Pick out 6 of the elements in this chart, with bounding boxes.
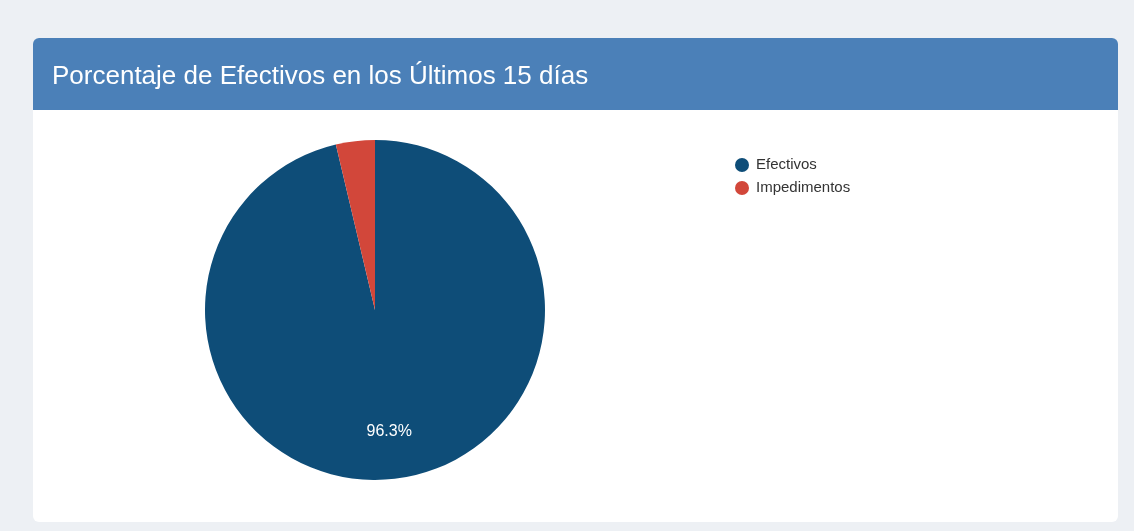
chart-title: Porcentaje de Efectivos en los Últimos 15 días [52,60,589,90]
legend-label: Efectivos [756,154,817,172]
pie-slice [205,140,545,480]
pie-slice [335,140,375,310]
legend-label: Impedimentos [756,177,851,195]
data-label: 96.3% [366,421,412,439]
